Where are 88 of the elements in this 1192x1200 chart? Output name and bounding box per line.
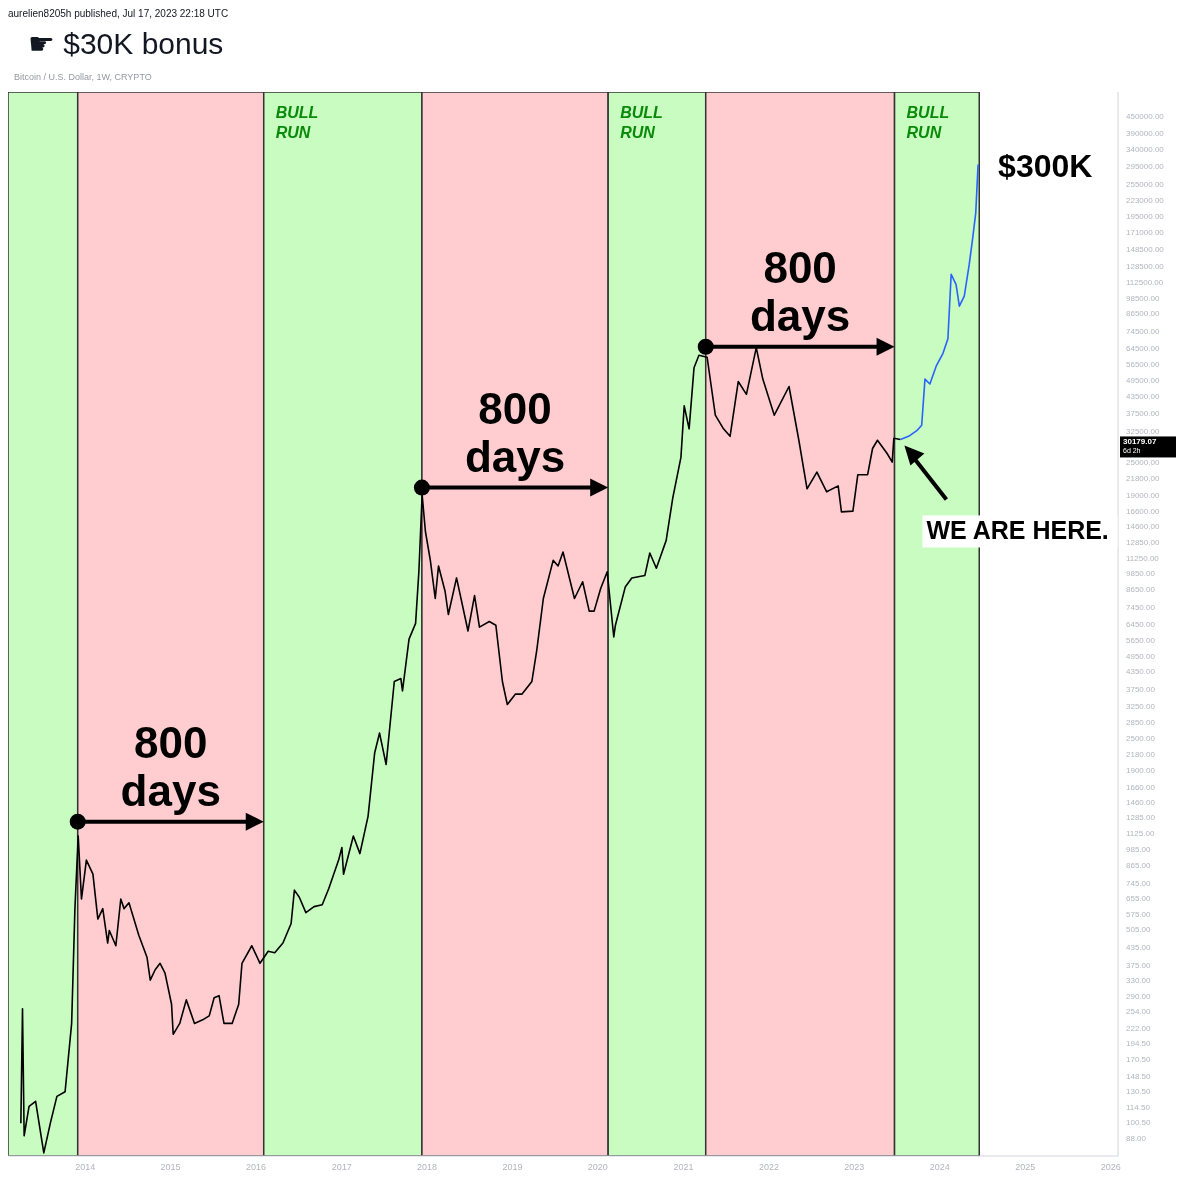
x-tick-label: 2026 bbox=[1100, 1162, 1121, 1173]
y-tick-label: 56500.00 bbox=[1126, 360, 1160, 370]
y-tick-label: 19000.00 bbox=[1126, 490, 1160, 500]
y-tick-label: 148.50 bbox=[1126, 1071, 1152, 1081]
y-tick-label: 330.00 bbox=[1126, 976, 1152, 986]
band-label: BULL RUN bbox=[275, 104, 319, 141]
x-tick-label: 2016 bbox=[246, 1162, 267, 1173]
y-tick-label: 222.00 bbox=[1126, 1023, 1152, 1033]
y-tick-label: 655.00 bbox=[1126, 893, 1152, 903]
y-tick-label: 37500.00 bbox=[1126, 409, 1160, 419]
y-tick-label: 12850.00 bbox=[1126, 537, 1160, 547]
y-tick-label: 295000.00 bbox=[1126, 162, 1165, 172]
y-tick-label: 4950.00 bbox=[1126, 651, 1156, 661]
x-tick-label: 2022 bbox=[758, 1162, 779, 1173]
y-tick-label: 2850.00 bbox=[1126, 717, 1156, 727]
y-tick-label: 21800.00 bbox=[1126, 474, 1160, 484]
y-tick-label: 74500.00 bbox=[1126, 327, 1160, 337]
y-tick-label: 1285.00 bbox=[1126, 813, 1156, 823]
y-tick-label: 290.00 bbox=[1126, 991, 1152, 1001]
y-tick-label: 6450.00 bbox=[1126, 620, 1156, 630]
y-tick-label: 130.50 bbox=[1126, 1087, 1152, 1097]
y-tick-label: 255000.00 bbox=[1126, 179, 1165, 189]
x-tick-label: 2025 bbox=[1015, 1162, 1036, 1173]
y-tick-label: 2500.00 bbox=[1126, 733, 1156, 743]
y-tick-label: 375.00 bbox=[1126, 960, 1152, 970]
y-tick-label: 170.50 bbox=[1126, 1055, 1152, 1065]
y-tick-label: 194.50 bbox=[1126, 1039, 1152, 1049]
y-tick-label: 3750.00 bbox=[1126, 685, 1156, 695]
y-tick-label: 5650.00 bbox=[1126, 635, 1156, 645]
y-tick-label: 7450.00 bbox=[1126, 602, 1156, 612]
y-tick-label: 88.00 bbox=[1126, 1134, 1147, 1144]
x-tick-label: 2017 bbox=[331, 1162, 352, 1173]
y-tick-label: 25000.00 bbox=[1126, 457, 1160, 467]
text: aurelien8205h published, Jul 17, 2023 22:18 UTC bbox=[8, 8, 230, 21]
annotation: 800 days bbox=[464, 383, 566, 481]
y-tick-label: 1660.00 bbox=[1126, 782, 1156, 792]
y-tick-label: 575.00 bbox=[1126, 909, 1152, 919]
y-tick-label: 64500.00 bbox=[1126, 344, 1160, 354]
y-tick-label: 1900.00 bbox=[1126, 766, 1156, 776]
y-tick-label: 32500.00 bbox=[1126, 426, 1160, 436]
y-tick-label: 985.00 bbox=[1126, 845, 1152, 855]
chart-subtitle: Bitcoin / U.S. Dollar, 1W, CRYPTO bbox=[13, 72, 153, 84]
y-tick-label: 112500.00 bbox=[1126, 277, 1164, 287]
y-tick-label: 100.50 bbox=[1126, 1118, 1152, 1128]
chart-title: ☛ $30K bonus bbox=[27, 26, 225, 62]
y-tick-label: 3250.00 bbox=[1126, 702, 1156, 712]
y-tick-label: 98500.00 bbox=[1126, 293, 1160, 303]
y-tick-label: 86500.00 bbox=[1126, 309, 1160, 319]
y-tick-label: 8650.00 bbox=[1126, 584, 1156, 594]
y-tick-label: 4350.00 bbox=[1126, 667, 1156, 677]
y-tick-label: 148500.00 bbox=[1126, 244, 1165, 254]
y-tick-label: 254.00 bbox=[1126, 1007, 1152, 1017]
y-tick-label: 2180.00 bbox=[1126, 750, 1156, 759]
y-tick-label: 171000.00 bbox=[1126, 227, 1165, 237]
y-tick-label: 114.50 bbox=[1126, 1102, 1151, 1112]
y-tick-label: 128500.00 bbox=[1126, 261, 1165, 271]
y-tick-label: 390000.00 bbox=[1126, 129, 1165, 138]
band-label: BULL RUN bbox=[906, 104, 950, 141]
y-tick-label: 450000.00 bbox=[1126, 111, 1165, 121]
y-tick-label: 9850.00 bbox=[1126, 569, 1156, 579]
annotation: $300K bbox=[998, 147, 1093, 184]
y-tick-label: 505.00 bbox=[1126, 925, 1152, 935]
y-tick-label: 745.00 bbox=[1126, 878, 1152, 888]
y-tick-label: 43500.00 bbox=[1126, 391, 1160, 401]
x-tick-label: 2024 bbox=[929, 1162, 950, 1173]
y-tick-label: 865.00 bbox=[1126, 860, 1152, 870]
y-tick-label: 11250.00 bbox=[1126, 553, 1160, 563]
x-tick-label: 2021 bbox=[673, 1162, 694, 1173]
y-tick-label: 14600.00 bbox=[1126, 522, 1160, 532]
y-tick-label: 435.00 bbox=[1126, 942, 1152, 952]
x-tick-label: 2023 bbox=[844, 1162, 865, 1173]
y-tick-label: 49500.00 bbox=[1126, 376, 1160, 386]
x-tick-label: 2015 bbox=[160, 1162, 181, 1173]
y-tick-label: 1460.00 bbox=[1126, 797, 1156, 807]
x-tick-label: 2020 bbox=[587, 1162, 608, 1173]
y-tick-label: 16600.00 bbox=[1126, 506, 1160, 516]
x-tick-label: 2019 bbox=[502, 1162, 523, 1173]
x-tick-label: 2018 bbox=[417, 1162, 438, 1173]
annotation: 800 days bbox=[120, 717, 221, 815]
x-tick-label: 2014 bbox=[75, 1162, 96, 1173]
text: 30179.07 bbox=[1123, 437, 1157, 447]
y-tick-label: 223000.00 bbox=[1126, 195, 1165, 205]
band-label: BULL RUN bbox=[620, 104, 663, 141]
y-tick-label: 1125.00 bbox=[1126, 829, 1155, 839]
annotation: WE ARE HERE. bbox=[926, 516, 1109, 545]
y-tick-label: 340000.00 bbox=[1126, 145, 1165, 155]
y-tick-label: 195000.00 bbox=[1126, 211, 1165, 221]
annotation: 800 days bbox=[749, 242, 851, 340]
